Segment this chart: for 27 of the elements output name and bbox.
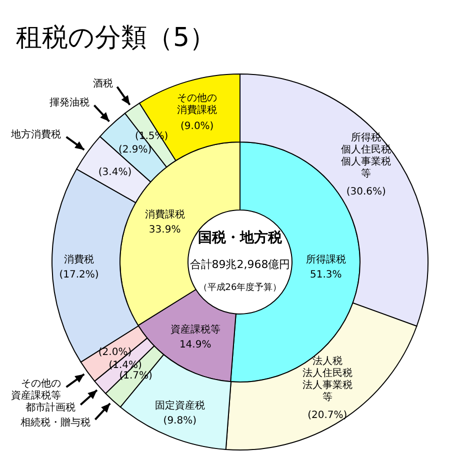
slice-label: 都市計画税 (26, 400, 76, 413)
annotation: （平成26年度予算） (198, 283, 282, 293)
slice-label: 酒税 (92, 76, 113, 89)
data-label: (30.6%) (346, 186, 386, 198)
data-label: (20.7%) (308, 410, 348, 421)
data-label: 33.9% (148, 224, 181, 235)
data-label: (9.8%) (163, 414, 197, 426)
slice-label: 法人税法人住民税法人事業税等 (302, 354, 352, 403)
annotation: 国税・地方税 (198, 230, 282, 246)
data-label: 14.9% (179, 338, 212, 350)
data-label: (9.0%) (180, 120, 214, 132)
slice-label: その他の消費課税 (177, 92, 218, 116)
slice-label: 相続税・贈与税 (20, 416, 91, 428)
slice-label: 揮発油税 (50, 96, 90, 108)
slice-label: 地方消費税 (10, 128, 62, 140)
slice-label: 消費税 (64, 253, 94, 266)
title: 租税の分類（5） (16, 23, 216, 53)
data-label: (17.2%) (59, 269, 99, 280)
data-label: 51.3% (310, 268, 342, 280)
slice-label: 消費課税 (144, 208, 185, 220)
slice-label: その他の資産課税等 (11, 376, 62, 401)
data-label: (3.4%) (98, 166, 132, 178)
slice-label: 資産課税等 (170, 322, 220, 335)
annotation: 合計89兆2,968億円 (190, 258, 290, 270)
slice-label: 所得課税 (306, 252, 346, 265)
data-label: (2.9%) (118, 144, 152, 155)
slice-label: 固定資産税 (154, 398, 205, 411)
